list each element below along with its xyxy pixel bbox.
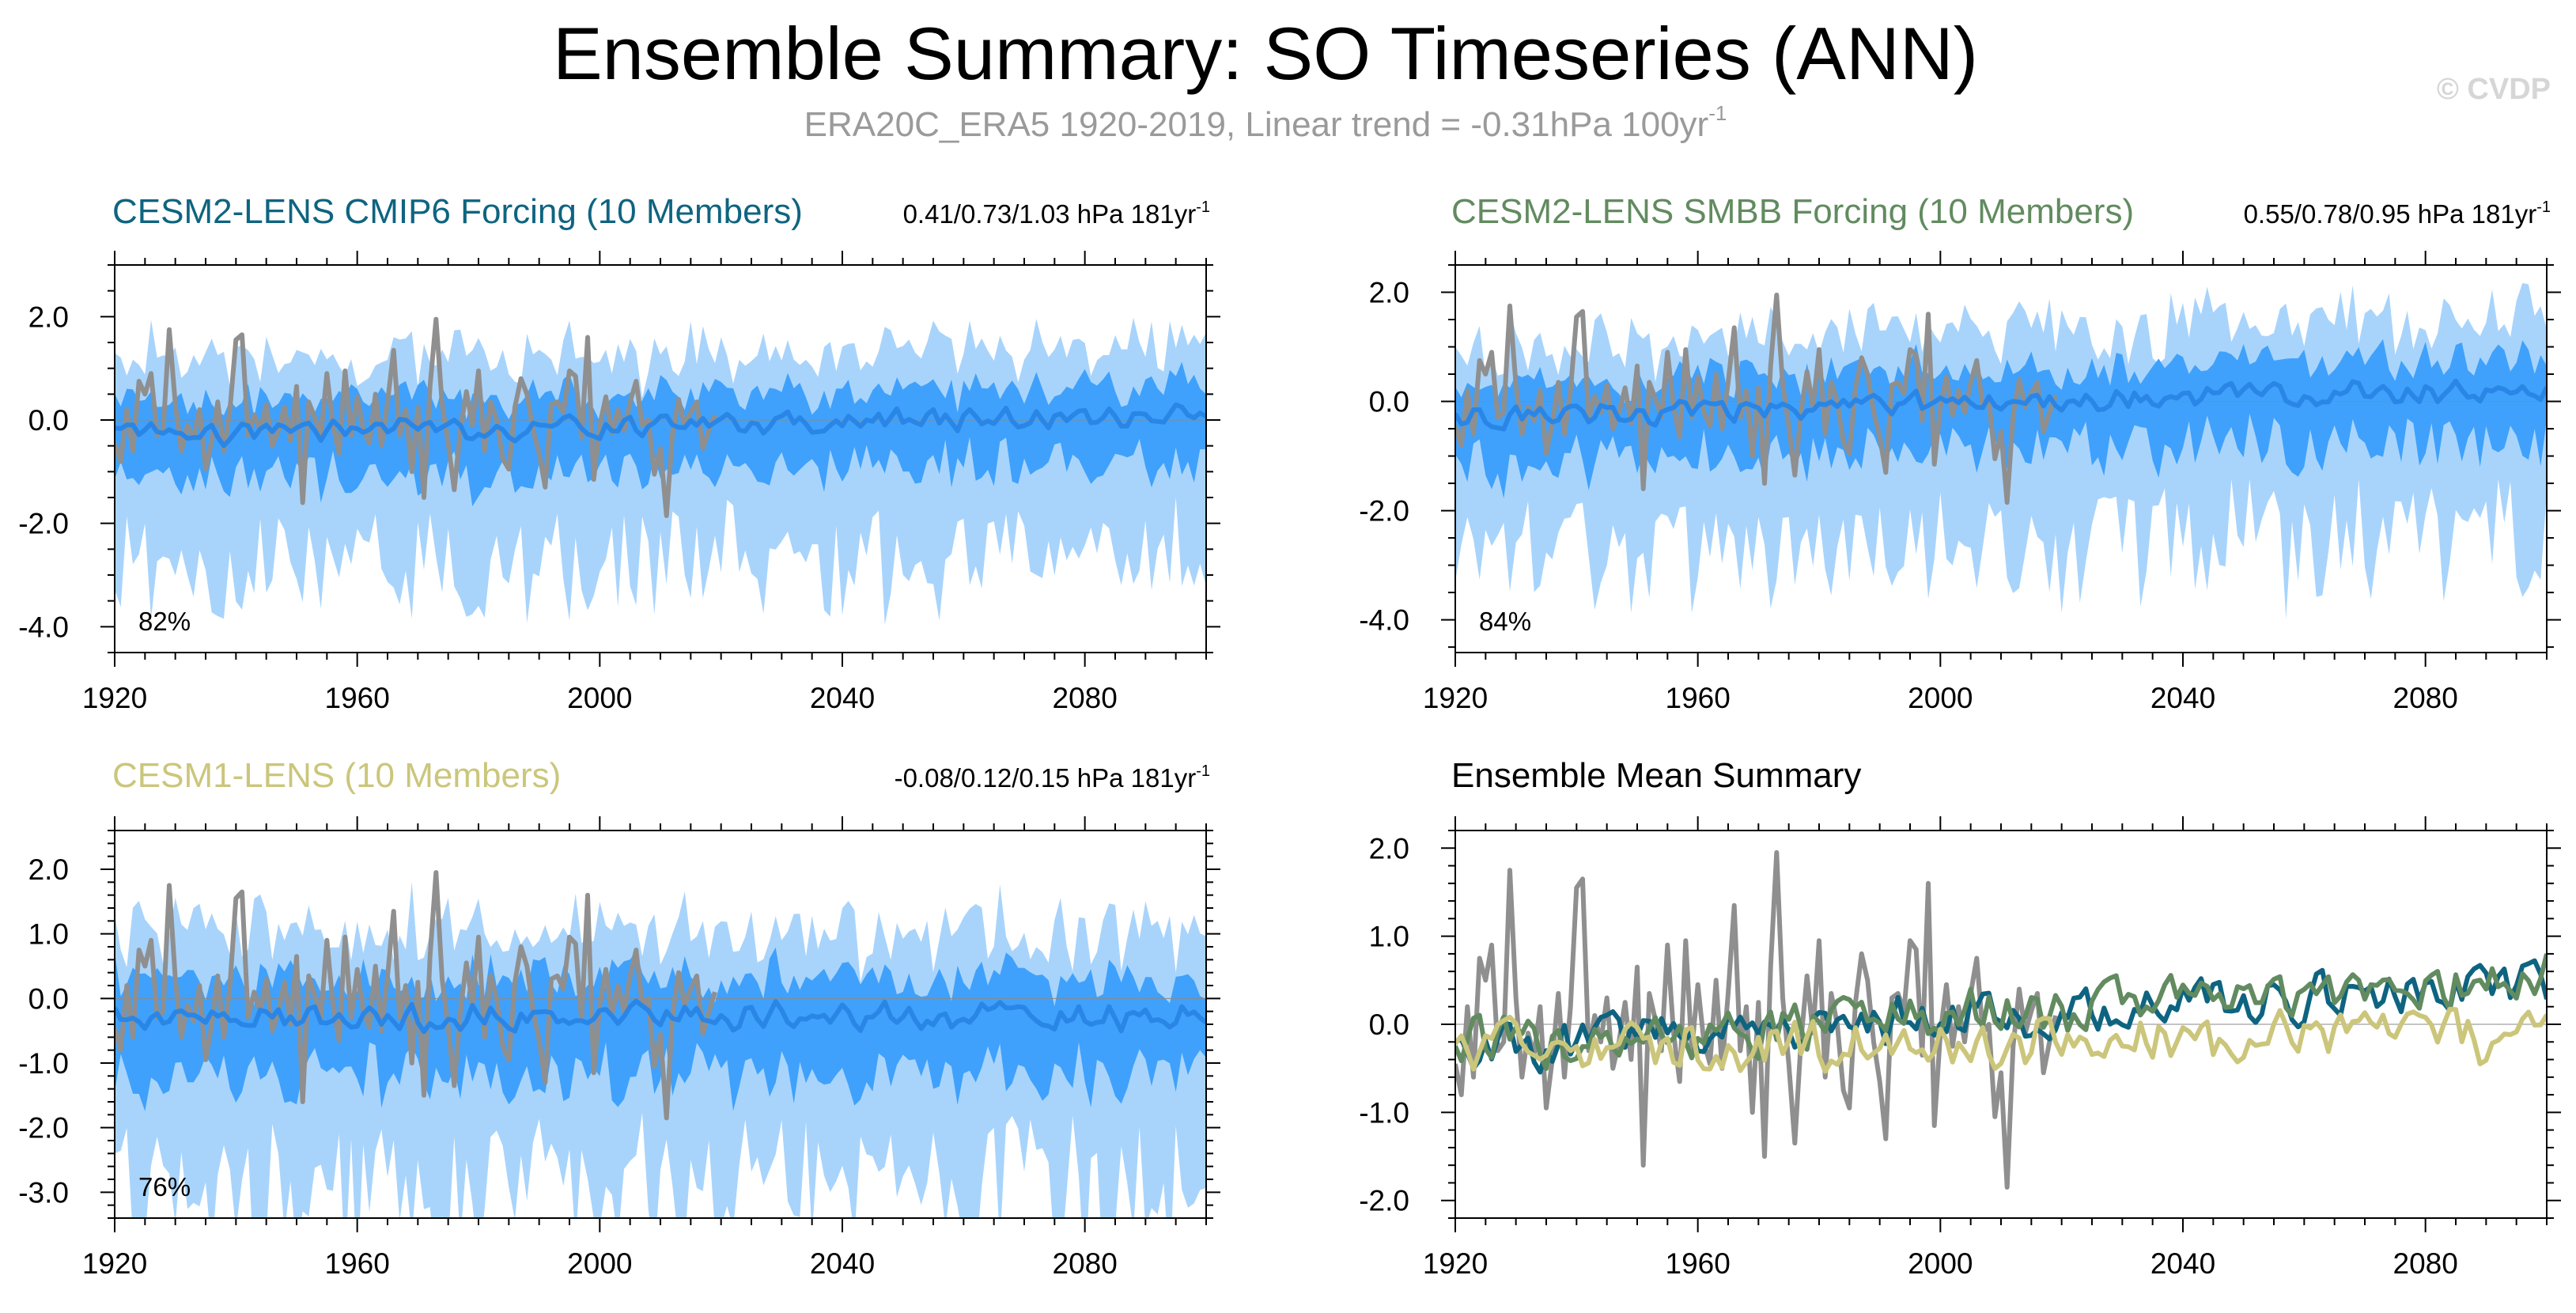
y-tick-label: -1.0 [1359,1096,1409,1129]
obs-line [115,870,717,1121]
cvdp-watermark: © CVDP [2436,73,2551,106]
x-tick-label: 2080 [2393,682,2458,714]
plot-area [115,870,1206,1218]
y-tick-label: -4.0 [1359,604,1409,637]
x-tick-label: 1960 [1666,682,1731,714]
y-tick-label: 0.0 [1369,386,1409,418]
series-line-3 [1455,1007,2547,1074]
x-tick-label: 1960 [325,682,390,714]
y-tick-label: 0.0 [1369,1008,1409,1041]
x-tick-label: 2000 [567,1247,632,1280]
x-tick-label: 2040 [2150,682,2215,714]
trend-label: 0.55/0.78/0.95 hPa 181yr-1 [2244,199,2551,229]
y-tick-label: -2.0 [1359,1185,1409,1217]
plot-area [1455,282,2547,619]
panel-ensemble-mean-summary: Ensemble Mean Summary 1920 1960 2000 2040 208… [1359,756,2561,1280]
y-tick-label: -4.0 [18,611,69,643]
x-tick-label: 1960 [325,1247,390,1280]
y-tick-label: 2.0 [1369,277,1409,309]
y-tick-label: -1.0 [18,1047,69,1080]
subtitle-superscript: -1 [1708,101,1727,125]
x-tick-label: 1920 [1423,682,1488,714]
x-tick-label: 1920 [82,1247,147,1280]
plot-area [115,316,1206,625]
y-tick-label: 2.0 [1369,832,1409,865]
trend-superscript: -1 [1196,199,1210,216]
main-subtitle: ERA20C_ERA5 1920-2019, Linear trend = -0… [0,101,2531,145]
ensemble-mean-line [115,402,1206,448]
y-tick-label: 2.0 [28,301,69,333]
x-tick-label: 2000 [1908,1247,1973,1280]
percent-label: 82% [138,607,191,636]
y-tick-label: 1.0 [1369,921,1409,953]
x-tick-label: 2000 [1908,682,1973,714]
obs-line [115,316,717,518]
x-tick-label: 2040 [810,1247,875,1280]
x-tick-label: 2000 [567,682,632,714]
panel-cesm1: CESM1-LENS (10 Members) -0.08/0.12/0.15 h… [18,756,1220,1280]
x-tick-label: 1920 [82,682,147,714]
percent-label: 76% [138,1172,191,1201]
trend-superscript: -1 [2536,199,2551,216]
band-inner [1455,339,2547,499]
panel-title: CESM2-LENS SMBB Forcing (10 Members) [1451,192,2134,231]
main-title: Ensemble Summary: SO Timeseries (ANN) [552,12,1979,95]
x-tick-label: 1960 [1666,1247,1731,1280]
ensemble-mean-line [1455,378,2547,432]
x-tick-label: 2080 [1053,682,1118,714]
percent-label: 84% [1479,607,1531,636]
y-tick-label: -2.0 [18,508,69,540]
ensemble-mean-line [115,998,1206,1035]
x-tick-label: 2080 [2393,1247,2458,1280]
x-tick-label: 2080 [1053,1247,1118,1280]
panel-title: CESM2-LENS CMIP6 Forcing (10 Members) [112,192,803,231]
panel-cesm2-smbb: CESM2-LENS SMBB Forcing (10 Members) 0.55… [1359,192,2561,714]
y-tick-label: 0.0 [28,982,69,1015]
y-tick-label: 0.0 [28,404,69,437]
y-tick-label: -3.0 [18,1176,69,1209]
x-tick-label: 2040 [810,682,875,714]
y-tick-label: 1.0 [28,918,69,951]
panel-cesm2-cmip6: CESM2-LENS CMIP6 Forcing (10 Members) 0.4… [18,192,1220,714]
y-tick-label: -2.0 [1359,495,1409,528]
series-line-2 [1455,953,2547,1071]
trend-superscript: -1 [1196,762,1210,780]
x-tick-label: 2040 [2150,1247,2215,1280]
trend-label: -0.08/0.12/0.15 hPa 181yr-1 [895,762,1210,793]
plot-area [1455,849,2547,1190]
panel-title: Ensemble Mean Summary [1451,756,1861,795]
panel-title: CESM1-LENS (10 Members) [112,756,561,795]
trend-label: 0.41/0.73/1.03 hPa 181yr-1 [903,199,1210,229]
y-tick-label: 2.0 [28,853,69,886]
subtitle-text: ERA20C_ERA5 1920-2019, Linear trend = -0… [804,105,1709,144]
x-tick-label: 1920 [1423,1247,1488,1280]
y-tick-label: -2.0 [18,1112,69,1145]
